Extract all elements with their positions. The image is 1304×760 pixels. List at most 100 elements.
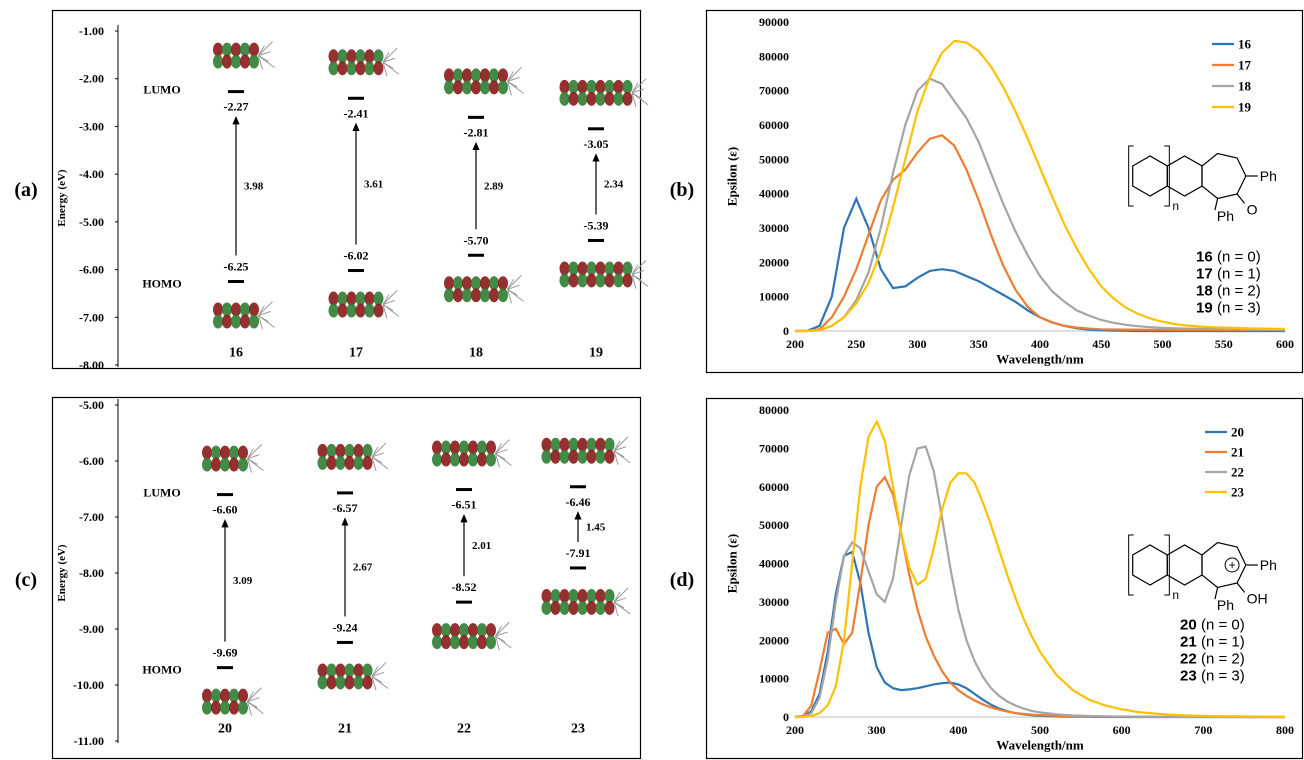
orbital-lobe (238, 688, 248, 703)
orbital-lobe (568, 273, 579, 288)
y-tick-label: 0 (783, 324, 789, 338)
orbital-atom-stick (247, 701, 252, 716)
y-tick-label: -6.00 (79, 263, 104, 277)
orbital-lobe (441, 452, 451, 467)
x-tick-label: 200 (786, 723, 804, 737)
x-tick-label: 600 (1276, 337, 1294, 351)
orbital-lobe (595, 600, 606, 615)
orbital-atom-stick (507, 289, 512, 304)
panel-frame (51, 9, 642, 370)
orbital-lobe (211, 688, 221, 703)
y-tick-label: -3.00 (79, 119, 104, 133)
orbital-lobe (604, 449, 615, 464)
orbital-lobe (444, 288, 454, 303)
orbital-lobe (373, 291, 384, 306)
orbital-lobe (362, 675, 373, 690)
orbital-lobe (462, 80, 472, 95)
y-tick-label: 80000 (759, 49, 789, 63)
orbital-lobe (441, 623, 451, 638)
y-tick-label: -5.00 (79, 215, 104, 229)
orbital-lobe (577, 437, 588, 452)
orbital-atom-stick (382, 290, 398, 305)
y-tick-label: -1.00 (79, 24, 104, 38)
orbital-lobe (568, 449, 579, 464)
orbital-lobe (586, 600, 597, 615)
orbital-lobe (541, 600, 552, 615)
compound-name: 18 (1196, 283, 1213, 300)
structure-bond (1214, 587, 1219, 600)
orbital-atom-stick (247, 458, 252, 473)
legend-label: 16 (1238, 37, 1252, 52)
orbital-lobe (249, 42, 259, 57)
orbital-lobe (346, 291, 357, 306)
x-axis-title: Wavelength/nm (996, 738, 1084, 753)
orbital-lobe (468, 623, 478, 638)
orbital-lobe (550, 600, 561, 615)
orbital-lobe (238, 700, 248, 715)
x-tick-label: 600 (1113, 723, 1131, 737)
compound-name: 19 (1196, 300, 1213, 317)
y-axis-title: Epsilon (ε) (725, 534, 740, 593)
structure-repeat: n (1172, 199, 1179, 213)
orbital-lobe (568, 600, 579, 615)
orbital-lobe (622, 273, 633, 288)
panel-frame (705, 397, 1304, 760)
orbital-lobe (202, 700, 212, 715)
orbital-atom-stick (495, 631, 508, 637)
orbital-lobe (577, 273, 588, 288)
orbital-lobe (335, 455, 346, 470)
orbital-lobe (489, 288, 499, 303)
structure-ring (1132, 544, 1168, 586)
series-line (794, 445, 1285, 719)
structure-bond (1214, 198, 1219, 211)
compound-n: (n = 0) (1217, 249, 1261, 266)
orbital-lobe (453, 288, 463, 303)
orbital-lobe (586, 588, 597, 603)
orbital-lobe (222, 42, 232, 57)
orbital-atom-stick (613, 446, 627, 452)
orbital-lobe (453, 80, 463, 95)
orbital-lobe (326, 455, 337, 470)
orbital-lobe (231, 302, 241, 317)
orbital-lobe (344, 675, 355, 690)
orbital-atom-stick (258, 55, 263, 70)
orbital-lobe (541, 449, 552, 464)
x-tick-label: 800 (1276, 723, 1294, 737)
lumo-value: -6.60 (213, 503, 238, 517)
orbital-atom-stick (631, 274, 637, 289)
orbital-atom-stick (382, 304, 400, 317)
orbital-lobe (468, 440, 478, 455)
orbital-lobe (364, 303, 375, 318)
orbital-lobe (353, 663, 364, 678)
compound-label: 19 (589, 346, 603, 361)
lumo-label: LUMO (143, 486, 180, 500)
orbital-lobe (459, 440, 469, 455)
orbital-atom-stick (371, 452, 385, 458)
orbital-lobe (498, 68, 508, 83)
legend-label: 21 (1231, 445, 1244, 460)
orbital-lobe (222, 54, 232, 69)
structure-ring (1166, 544, 1203, 586)
orbital-lobe (604, 600, 615, 615)
orbital-lobe (444, 276, 454, 291)
orbital-atom-stick (382, 62, 388, 77)
homo-value: -7.91 (566, 546, 591, 560)
orbital-atom-stick (258, 55, 275, 68)
orbital-lobe (586, 261, 597, 276)
orbital-lobe (346, 303, 357, 318)
orbital-atom-stick (258, 51, 271, 57)
lumo-value: -2.81 (464, 125, 489, 139)
orbital-lobe (471, 68, 481, 83)
orbital-lobe (489, 276, 499, 291)
orbital-atom-stick (495, 635, 500, 651)
orbital-lobe (486, 623, 496, 638)
orbital-lobe (489, 68, 499, 83)
compound-label: 17 (349, 346, 363, 361)
orbital-lobe (344, 663, 355, 678)
orbital-lobe (353, 675, 364, 690)
orbital-lobe (462, 276, 472, 291)
orbital-atom-stick (495, 439, 510, 454)
orbital-lobe (238, 445, 248, 460)
orbital-lobe (364, 49, 375, 64)
